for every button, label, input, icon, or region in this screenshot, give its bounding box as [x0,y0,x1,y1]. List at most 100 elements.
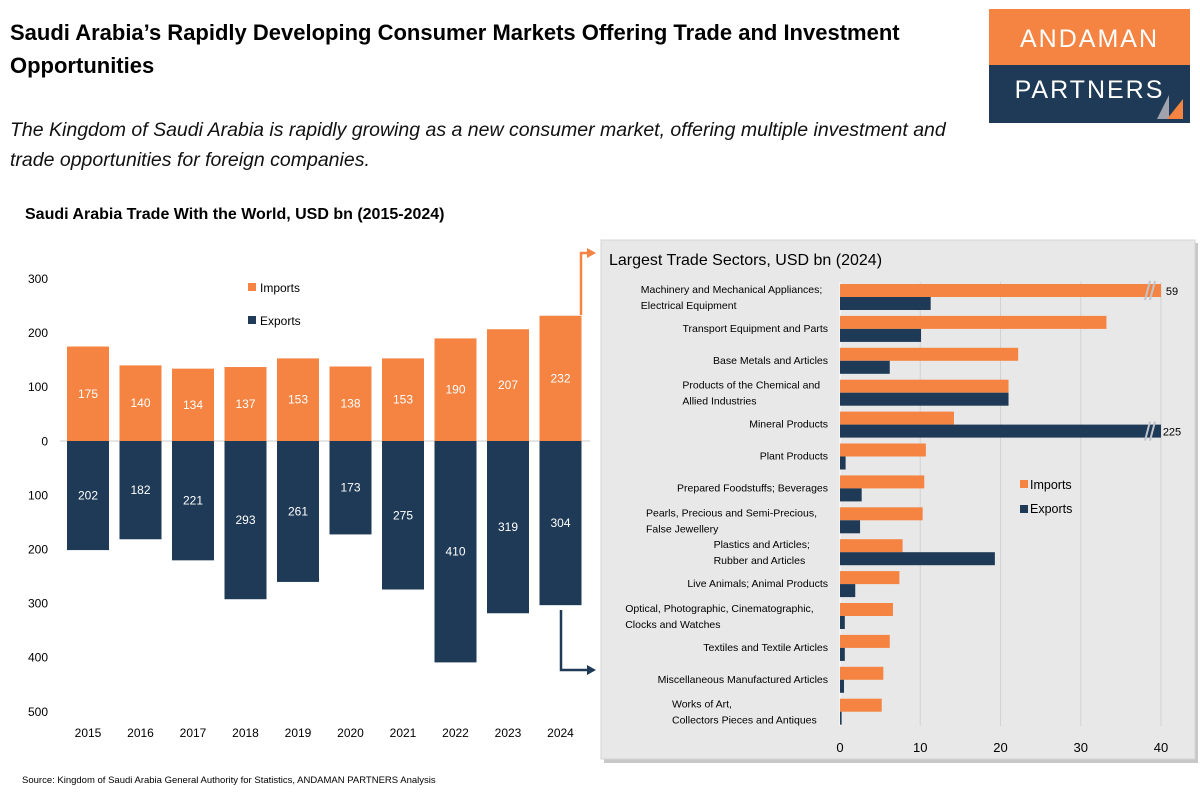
imports-bar [840,603,893,616]
exports-bar [840,456,846,470]
imports-bar [840,443,926,457]
exports-bar [840,520,861,534]
y-tick-label: 300 [28,272,48,286]
exports-data-label: 261 [288,504,308,518]
exports-bar [277,441,319,582]
imports-bar [67,346,109,441]
broken-bar-value-label: 225 [1163,427,1181,439]
legend-imports-label: Imports [260,281,300,295]
x-tick-label: 20 [993,740,1007,755]
exports-arrowhead [587,665,596,675]
imports-data-label: 153 [393,393,413,407]
logo-sail-icon [1157,95,1183,119]
exports-data-label: 275 [393,508,413,522]
exports-bar [382,441,424,590]
imports-bar [840,475,925,489]
exports-bar [840,584,856,598]
imports-bar [224,367,267,441]
category-label: Transport Equipment and Parts [682,323,828,335]
category-label: Mineral Products [749,419,828,431]
x-tick-label: 2021 [390,726,417,740]
y-tick-label: 200 [28,543,48,557]
imports-bar [840,315,1107,329]
y-tick-label: 300 [28,597,48,611]
axis-break-icon [1144,421,1156,441]
exports-data-label: 293 [235,513,255,527]
andaman-partners-logo: ANDAMAN PARTNERS [989,9,1190,123]
exports-bar [840,552,995,566]
exports-bar [840,424,1161,438]
imports-bar [840,698,882,712]
imports-bar [329,366,372,441]
exports-bar [840,328,922,342]
exports-bar [840,647,845,661]
exports-bar [329,441,372,535]
exports-bar [840,711,842,725]
left-chart-title: Saudi Arabia Trade With the World, USD b… [25,206,445,223]
y-tick-label: 100 [28,380,48,394]
category-label: Works of Art, Collectors Pieces and Antiq… [672,699,817,727]
imports-bar [840,284,1161,297]
exports-data-label: 173 [340,481,360,495]
imports-data-label: 134 [183,398,203,412]
imports-bar [119,365,162,441]
exports-data-label: 319 [498,520,518,534]
imports-bar [840,411,954,425]
imports-bar [840,571,900,585]
imports-arrowhead [587,248,596,258]
exports-bar [434,441,477,663]
legend-imports-swatch [248,283,256,291]
exports-bar [840,679,845,693]
category-label: Textiles and Textile Articles [703,642,828,654]
x-tick-label: 2022 [442,726,469,740]
source-note: Source: Kingdom of Saudi Arabia General … [22,775,436,786]
y-tick-label: 500 [28,705,48,719]
x-tick-label: 40 [1154,740,1168,755]
legend-imports-swatch [1020,480,1028,488]
exports-arrow [559,610,588,672]
legend-exports-label: Exports [260,314,301,328]
imports-bar [840,347,1019,361]
y-tick-label: 400 [28,651,48,665]
imports-bar [840,539,903,553]
exports-bar [172,441,214,561]
legend-exports-label: Exports [1030,502,1072,516]
broken-bar-value-label: 59 [1166,286,1178,298]
y-tick-label: 0 [41,434,48,448]
exports-bar [67,441,109,551]
imports-bar [487,329,529,441]
x-tick-label: 2024 [547,726,574,740]
x-tick-label: 2019 [285,726,312,740]
x-tick-label: 2017 [180,726,207,740]
imports-data-label: 137 [235,397,255,411]
category-label: Machinery and Mechanical Appliances; Elec… [641,284,823,312]
category-label: Optical, Photographic, Cinematographic, C… [625,603,814,631]
legend-exports-swatch [1020,505,1028,513]
y-tick-label: 100 [28,488,48,502]
exports-bar [840,297,931,310]
imports-bar [840,634,890,648]
category-label: Base Metals and Articles [713,355,828,367]
exports-bar [840,360,890,374]
exports-data-label: 410 [445,545,465,559]
x-tick-label: 30 [1074,740,1088,755]
category-label: Products of the Chemical and Allied Indus… [682,380,820,408]
imports-data-label: 153 [288,393,308,407]
exports-bar [119,441,162,540]
exports-bar [840,488,862,502]
page-title: Saudi Arabia’s Rapidly Developing Consum… [10,20,900,78]
exports-data-label: 304 [550,516,570,530]
category-label: Prepared Foodstuffs; Beverages [677,482,828,494]
axis-break-icon [1144,280,1156,301]
imports-bar [840,666,884,680]
imports-data-label: 207 [498,378,518,392]
category-label: Pearls, Precious and Semi-Precious, False… [646,507,817,535]
imports-data-label: 140 [130,396,150,410]
category-label: Plastics and Articles; Rubber and Article… [714,539,810,567]
imports-bar [277,358,319,441]
exports-bar [224,441,267,600]
exports-data-label: 202 [78,489,98,503]
imports-arrow [579,251,588,315]
category-label: Miscellaneous Manufactured Articles [658,674,828,686]
